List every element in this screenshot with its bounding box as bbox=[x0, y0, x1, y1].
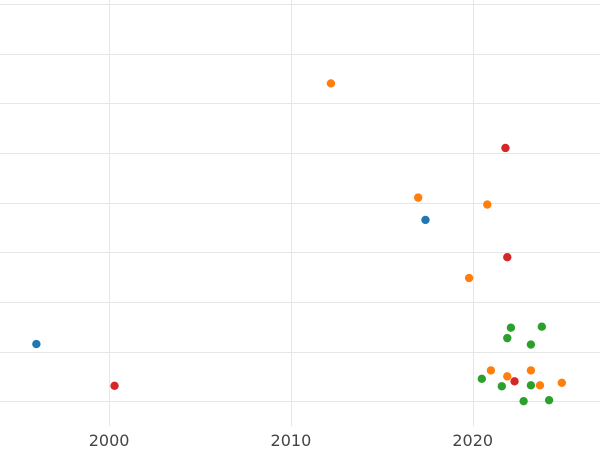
data-point-s1-5 bbox=[503, 372, 512, 381]
grid-layer bbox=[0, 0, 600, 426]
x-tick-label-2: 2020 bbox=[452, 431, 493, 450]
x-tick-label-0: 2000 bbox=[89, 431, 130, 450]
data-point-s3-3 bbox=[510, 377, 519, 386]
data-point-s1-3 bbox=[464, 273, 474, 283]
data-point-s2-3 bbox=[526, 340, 536, 349]
data-point-s2-6 bbox=[526, 381, 536, 390]
data-point-s1-6 bbox=[526, 366, 536, 375]
data-point-s0-0 bbox=[32, 339, 41, 349]
data-point-s1-7 bbox=[535, 381, 545, 390]
points-layer bbox=[32, 79, 567, 406]
data-point-s1-8 bbox=[557, 378, 567, 388]
data-point-s3-1 bbox=[503, 253, 512, 262]
data-point-s2-1 bbox=[537, 322, 547, 331]
data-point-s2-8 bbox=[544, 395, 554, 405]
data-point-s1-4 bbox=[486, 366, 496, 375]
x-tick-labels: 2000 2010 2020 bbox=[89, 431, 493, 450]
data-point-s2-0 bbox=[506, 323, 516, 332]
data-point-s1-0 bbox=[326, 79, 336, 88]
data-point-s3-2 bbox=[110, 381, 119, 390]
data-point-s2-7 bbox=[519, 396, 528, 406]
x-tick-label-1: 2010 bbox=[271, 431, 312, 450]
data-point-s2-5 bbox=[497, 382, 507, 391]
data-point-s2-4 bbox=[477, 374, 487, 384]
data-point-s1-2 bbox=[483, 200, 492, 209]
data-point-s0-1 bbox=[421, 215, 430, 225]
data-point-s2-2 bbox=[503, 333, 512, 343]
data-point-s3-0 bbox=[501, 143, 510, 153]
data-point-s1-1 bbox=[413, 193, 423, 202]
